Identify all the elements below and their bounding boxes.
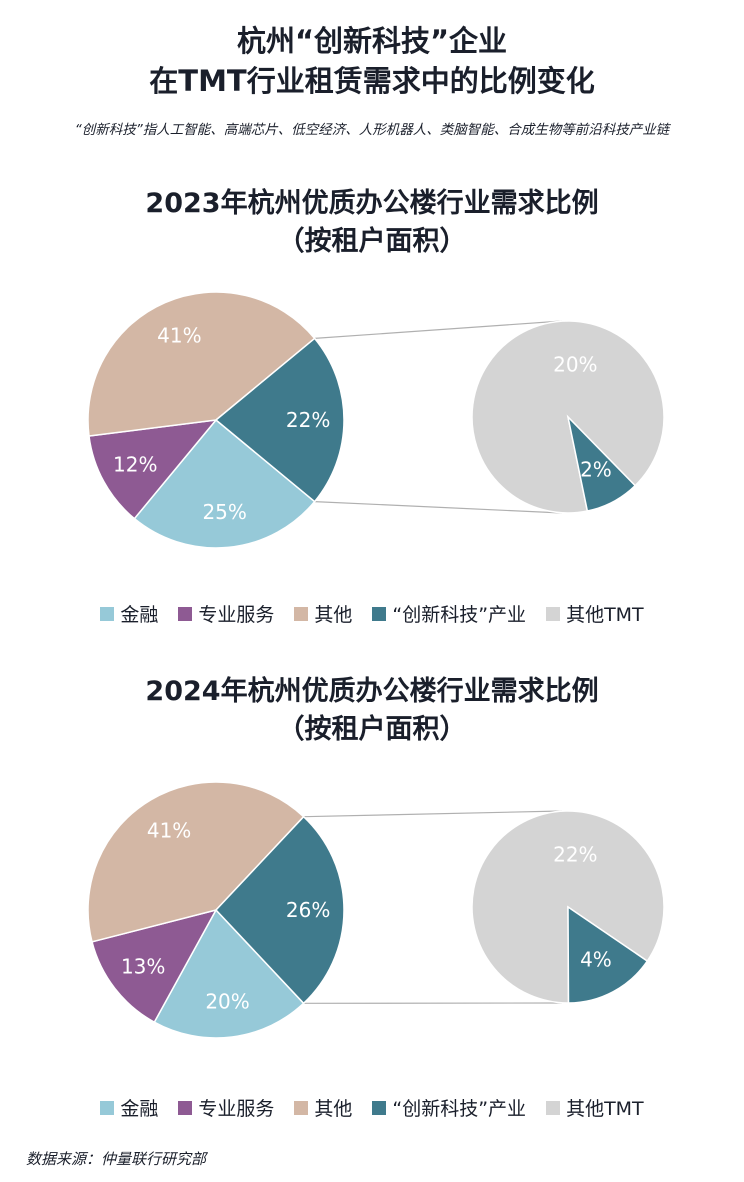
breakdown-label-innovation-tech: 2% bbox=[580, 458, 612, 482]
legend-swatch bbox=[546, 1100, 561, 1115]
breakdown-slice-innovation-tech bbox=[567, 905, 649, 1004]
pie-label-other: 41% bbox=[157, 323, 201, 347]
chart1-title-line1: 2023年杭州优质办公楼行业需求比例 bbox=[145, 188, 599, 219]
legend-item-professional-services: 专业服务 bbox=[178, 1094, 274, 1121]
pie-slice-tmt bbox=[214, 337, 345, 503]
page-title-line1: 杭州“创新科技”企业 bbox=[236, 24, 508, 58]
legend-swatch bbox=[546, 606, 561, 621]
pie-label-tmt: 26% bbox=[286, 898, 330, 922]
legend-swatch bbox=[372, 1100, 387, 1115]
pie-slice-other bbox=[87, 781, 305, 943]
legend-label: 其他TMT bbox=[566, 604, 644, 626]
legend-label: “创新科技”产业 bbox=[392, 604, 527, 626]
legend-item-innovation-tech: “创新科技”产业 bbox=[372, 600, 526, 627]
legend-item-other: 其他 bbox=[294, 600, 352, 627]
pie-label-tmt: 22% bbox=[286, 408, 330, 432]
page-title-line2: 在TMT行业租赁需求中的比例变化 bbox=[149, 64, 595, 98]
chart2-pie-of-pie: 20% 13% 41% 26% 22% 4% bbox=[87, 781, 665, 1039]
pie-label-professional-services: 13% bbox=[121, 954, 165, 978]
pie-slice-finance bbox=[153, 908, 305, 1039]
legend-label: 金融 bbox=[120, 1098, 159, 1120]
pie-label-professional-services: 12% bbox=[113, 452, 157, 476]
legend-label: 其他TMT bbox=[566, 1098, 644, 1120]
pie-slice-other bbox=[87, 291, 316, 437]
pie-slice-professional-services bbox=[88, 419, 218, 520]
legend-item-professional-services: 专业服务 bbox=[178, 600, 274, 627]
legend-swatch bbox=[100, 606, 115, 621]
breakdown-slice-innovation-tech bbox=[566, 414, 637, 512]
chart2-title-line2: （按租户面积） bbox=[277, 714, 467, 745]
data-source: 数据来源：仲量联行研究部 bbox=[26, 1150, 207, 1168]
pie-slice-finance bbox=[133, 418, 316, 549]
page-subtitle: “创新科技”指人工智能、高端芯片、低空经济、人形机器人、类脑智能、合成生物等前沿… bbox=[74, 122, 670, 138]
legend-label: 金融 bbox=[120, 604, 159, 626]
legend-item-other-tmt: 其他TMT bbox=[546, 600, 644, 627]
pie-label-other: 41% bbox=[147, 819, 191, 843]
legend-item-other: 其他 bbox=[294, 1094, 352, 1121]
legend-swatch bbox=[178, 1100, 193, 1115]
legend-label: 专业服务 bbox=[198, 1098, 275, 1120]
connector-line-top bbox=[314, 320, 563, 340]
breakdown-label-innovation-tech: 4% bbox=[580, 948, 612, 972]
legend-swatch bbox=[294, 606, 309, 621]
legend-label: 其他 bbox=[314, 604, 353, 626]
chart1-pie-of-pie: 25% 12% 41% 22% 20% 2% bbox=[87, 291, 665, 549]
chart2-title-line1: 2024年杭州优质办公楼行业需求比例 bbox=[145, 676, 599, 707]
pie-label-finance: 20% bbox=[205, 989, 249, 1013]
breakdown-label-other-tmt: 20% bbox=[553, 353, 597, 377]
pie-slice-tmt bbox=[214, 815, 345, 1005]
chart1-legend: 金融 专业服务 其他 “创新科技”产业 其他TMT bbox=[0, 600, 744, 627]
pie-label-finance: 25% bbox=[202, 500, 246, 524]
breakdown-label-other-tmt: 22% bbox=[553, 843, 597, 867]
legend-swatch bbox=[372, 606, 387, 621]
chart2-legend: 金融 专业服务 其他 “创新科技”产业 其他TMT bbox=[0, 1094, 744, 1121]
legend-swatch bbox=[100, 1100, 115, 1115]
chart1-title-line2: （按租户面积） bbox=[277, 226, 467, 257]
legend-item-finance: 金融 bbox=[100, 1094, 158, 1121]
legend-label: 其他 bbox=[314, 1098, 353, 1120]
legend-label: 专业服务 bbox=[198, 604, 275, 626]
breakdown-slice-other-tmt bbox=[471, 810, 665, 1004]
legend-label: “创新科技”产业 bbox=[392, 1098, 527, 1120]
legend-swatch bbox=[178, 606, 193, 621]
pie-slice-professional-services bbox=[91, 908, 218, 1024]
legend-swatch bbox=[294, 1100, 309, 1115]
legend-item-finance: 金融 bbox=[100, 600, 158, 627]
legend-item-innovation-tech: “创新科技”产业 bbox=[372, 1094, 526, 1121]
connector-line-bottom bbox=[314, 500, 563, 514]
legend-item-other-tmt: 其他TMT bbox=[546, 1094, 644, 1121]
connector-line-top bbox=[303, 810, 563, 818]
